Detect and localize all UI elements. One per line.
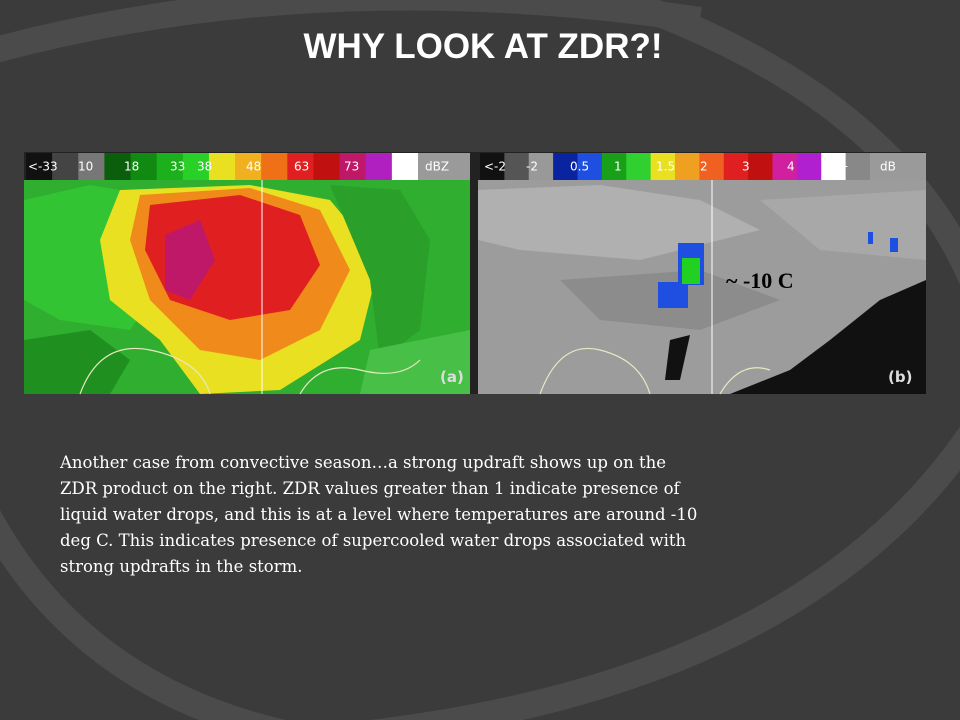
colorbar-label: 6+ — [831, 160, 849, 174]
annotation: ~ -10 C — [726, 268, 794, 293]
colorbar-label: 33 — [170, 160, 185, 174]
colorbar-segment — [130, 153, 158, 180]
colorbar-label: 1 — [614, 160, 622, 174]
colorbar-label: 2 — [700, 160, 708, 174]
colorbar-segment — [156, 153, 184, 180]
panel-label: (a) — [440, 368, 464, 386]
panel-label: (b) — [888, 368, 912, 386]
colorbar-segment — [723, 153, 749, 180]
body-line: Another case from convective season…a st… — [59, 453, 666, 472]
colorbar-segment — [287, 153, 314, 180]
colorbar-segment — [365, 153, 393, 180]
colorbar-label: <-2 — [484, 160, 506, 174]
colorbar-segment — [821, 153, 847, 180]
colorbar-segment — [528, 153, 554, 180]
colorbars — [26, 153, 926, 180]
colorbar-label: 18 — [124, 160, 139, 174]
colorbar-segment — [748, 153, 773, 180]
colorbar-segment — [699, 153, 725, 180]
colorbar-segment — [675, 153, 700, 180]
colorbar-segment — [313, 153, 341, 180]
colorbar-segment — [235, 153, 262, 180]
colorbar-segment — [845, 153, 871, 180]
slide-title: WHY LOOK AT ZDR?! — [303, 27, 662, 66]
colorbar-segment — [78, 153, 105, 180]
colorbar-segment — [650, 153, 676, 180]
colorbar-segment — [772, 153, 798, 180]
colorbar-segment — [601, 153, 627, 180]
colorbar-label: dBZ — [425, 160, 449, 174]
colorbar-segment — [52, 153, 79, 180]
colorbar-segment — [182, 153, 210, 180]
colorbar-label: <-33 — [28, 160, 58, 174]
colorbar-segment — [553, 153, 578, 180]
body-line: deg C. This indicates presence of superc… — [60, 531, 687, 550]
colorbar-label: 4 — [787, 160, 795, 174]
colorbar-label: 63 — [294, 160, 309, 174]
colorbar-label: 1.5 — [656, 160, 675, 174]
colorbar-segment — [504, 153, 530, 180]
body-line: ZDR product on the right. ZDR values gre… — [60, 479, 682, 498]
colorbar-segment — [391, 153, 419, 180]
body-line: strong updrafts in the storm. — [60, 557, 303, 576]
colorbar-label: 38 — [197, 160, 212, 174]
colorbar-segment — [208, 153, 236, 180]
colorbar-segment — [261, 153, 288, 180]
colorbar-segment — [577, 153, 603, 180]
colorbar-segment — [480, 153, 505, 180]
reflectivity-panel — [24, 180, 470, 395]
colorbar-segment — [626, 153, 652, 180]
colorbar-label: 10 — [78, 160, 93, 174]
zdr-panel — [478, 180, 926, 395]
colorbar-label: 73 — [344, 160, 359, 174]
body-text: Another case from convective season…a st… — [59, 453, 697, 576]
colorbar-label: 0.5 — [570, 160, 589, 174]
panel-divider — [470, 152, 478, 394]
colorbar-segment — [796, 153, 822, 180]
colorbar-label: dB — [880, 160, 896, 174]
body-line: liquid water drops, and this is at a lev… — [60, 505, 697, 524]
colorbar-label: -2 — [526, 160, 538, 174]
colorbar-segment — [104, 153, 132, 180]
colorbar-unit-box — [418, 153, 470, 180]
colorbar-segment — [339, 153, 367, 180]
colorbar-segment — [26, 153, 53, 180]
figure-labels: <-33 10 18 33 38 48 63 73 dBZ <-2 -2 0.5 1 1.5 2 3 4 6+ dB… — [28, 160, 912, 387]
colorbar-label: 3 — [742, 160, 750, 174]
colorbar-label: 48 — [246, 160, 261, 174]
colorbar-unit-box — [870, 153, 926, 180]
